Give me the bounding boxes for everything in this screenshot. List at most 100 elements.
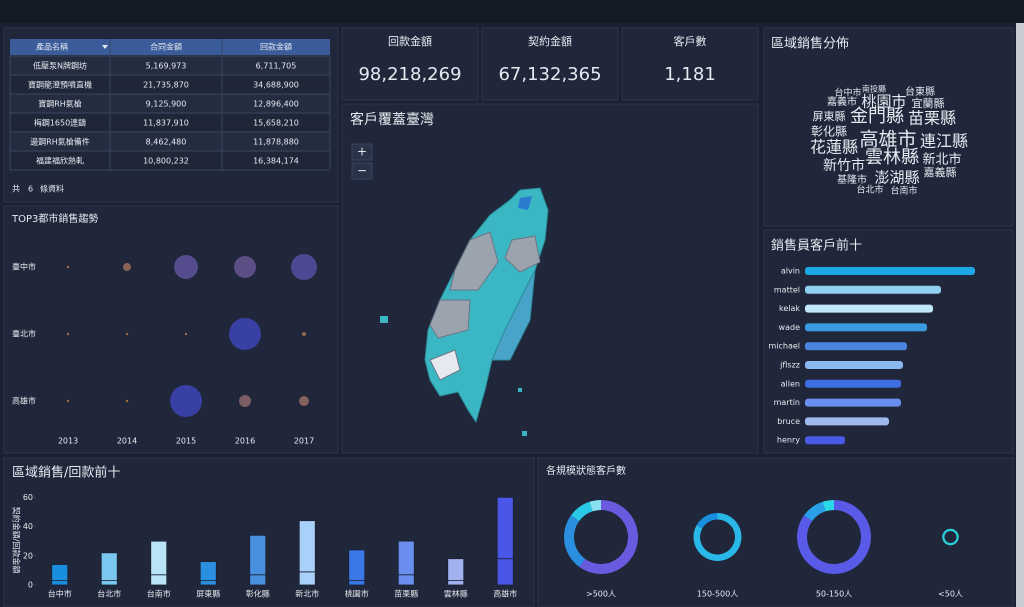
map-region[interactable] bbox=[518, 196, 532, 210]
bubble bbox=[174, 255, 198, 279]
zoom-in-label[interactable]: + bbox=[357, 145, 367, 159]
bar-segment bbox=[496, 496, 514, 560]
word: 基隆市 bbox=[837, 173, 867, 186]
bar bbox=[805, 342, 907, 351]
bar-segment bbox=[51, 580, 69, 586]
y-tick-label: martin bbox=[774, 398, 800, 407]
y-tick-label: 20 bbox=[23, 551, 33, 560]
bar-segment bbox=[348, 580, 366, 586]
bubble bbox=[302, 332, 306, 336]
x-tick-label: 桃園市 bbox=[345, 589, 369, 599]
bar-segment bbox=[51, 564, 69, 582]
kpi-label: 契約金額 bbox=[528, 34, 572, 48]
panel bbox=[341, 27, 479, 101]
word: 雲林縣 bbox=[865, 147, 919, 168]
bubble bbox=[291, 254, 317, 280]
x-tick-label: 苗栗縣 bbox=[394, 589, 418, 599]
table-cell: 15,658,210 bbox=[253, 119, 299, 128]
x-tick-label: 2013 bbox=[58, 437, 78, 446]
table-cell: 21,735,870 bbox=[143, 81, 189, 90]
table-header: 合同金額 bbox=[150, 42, 182, 52]
taiwan-map[interactable] bbox=[351, 143, 549, 436]
map-island[interactable] bbox=[380, 316, 388, 323]
x-tick-label: 2014 bbox=[117, 437, 137, 446]
bar bbox=[805, 285, 941, 294]
bar-segment bbox=[397, 574, 415, 586]
bar-segment bbox=[298, 520, 316, 573]
table-cell: 12,896,400 bbox=[253, 100, 299, 109]
bar-segment bbox=[100, 580, 118, 586]
word: 宜蘭縣 bbox=[912, 96, 945, 110]
table-cell: 10,800,232 bbox=[143, 157, 189, 166]
bubble bbox=[299, 396, 309, 406]
bar-segment bbox=[199, 580, 217, 586]
map-island[interactable] bbox=[522, 431, 527, 436]
table-cell: 6,711,705 bbox=[256, 62, 297, 71]
bubble bbox=[66, 265, 70, 269]
bubble bbox=[239, 395, 251, 407]
word: 新竹市 bbox=[823, 157, 865, 174]
y-tick-label: 40 bbox=[23, 522, 33, 531]
bubble bbox=[66, 332, 70, 336]
table-header: 回款金額 bbox=[260, 42, 292, 52]
map-region[interactable] bbox=[429, 349, 461, 381]
x-tick-label: 台中市 bbox=[48, 589, 72, 599]
zoom-out-button[interactable] bbox=[351, 162, 373, 180]
donut-segment bbox=[579, 500, 639, 574]
chart-title: 各規模狀態客戶數 bbox=[546, 464, 626, 477]
bubble bbox=[184, 332, 188, 336]
donut-label: 150-500人 bbox=[697, 590, 738, 599]
word: 新北市 bbox=[922, 152, 961, 168]
bar-segment bbox=[447, 558, 465, 582]
table-cell: 9,125,900 bbox=[146, 100, 187, 109]
scrollbar[interactable] bbox=[1016, 23, 1024, 607]
chart-title: 區域銷售/回款前十 bbox=[12, 465, 120, 481]
zoom-in-button[interactable] bbox=[351, 143, 373, 161]
kpi-value: 67,132,365 bbox=[498, 64, 601, 85]
bar-segment bbox=[199, 561, 217, 582]
chart-title: 銷售員客戶前十 bbox=[771, 238, 862, 254]
y-tick-label: kelak bbox=[779, 304, 800, 313]
word: 桃園市 bbox=[861, 93, 906, 111]
bar bbox=[805, 361, 903, 369]
donut-segment bbox=[822, 500, 834, 512]
panel bbox=[3, 205, 339, 454]
y-tick-label: henry bbox=[777, 436, 800, 445]
table-cell: 34,688,900 bbox=[253, 81, 299, 90]
panel bbox=[341, 103, 759, 454]
sort-icon bbox=[102, 45, 108, 49]
map-region[interactable] bbox=[449, 231, 499, 291]
table-footer: 6 bbox=[28, 185, 33, 194]
bar-segment bbox=[397, 540, 415, 576]
table-cell: 11,878,880 bbox=[253, 138, 299, 147]
x-tick-label: 新北市 bbox=[295, 589, 319, 599]
top-bar bbox=[0, 0, 1024, 23]
table-header-bg bbox=[10, 39, 330, 55]
bar bbox=[805, 323, 927, 332]
bar bbox=[805, 267, 975, 275]
bubble bbox=[125, 332, 129, 336]
bar-segment bbox=[447, 580, 465, 586]
map-region[interactable] bbox=[504, 235, 541, 273]
panel bbox=[537, 457, 1014, 607]
map-region[interactable] bbox=[491, 269, 536, 361]
bubble bbox=[123, 263, 131, 271]
y-tick-label: 0 bbox=[28, 581, 33, 590]
bubble bbox=[66, 399, 70, 403]
table-footer: 共 bbox=[12, 185, 20, 194]
x-tick-label: 2016 bbox=[235, 437, 255, 446]
x-tick-label: 2015 bbox=[176, 437, 196, 446]
table-cell: 寶鋼龍澄預噴直機 bbox=[28, 80, 92, 90]
table-cell: 8,462,480 bbox=[146, 138, 187, 147]
panel bbox=[621, 27, 759, 101]
x-tick-label: 雲林縣 bbox=[444, 589, 468, 599]
y-tick-label: michael bbox=[768, 342, 800, 351]
map-island[interactable] bbox=[518, 388, 522, 392]
table-row bbox=[9, 150, 331, 171]
word: 台南市 bbox=[890, 185, 917, 197]
word: 澎湖縣 bbox=[874, 169, 919, 187]
map-region[interactable] bbox=[429, 299, 471, 339]
y-tick-label: jflszz bbox=[779, 361, 800, 370]
zoom-out-label[interactable]: − bbox=[357, 164, 367, 178]
